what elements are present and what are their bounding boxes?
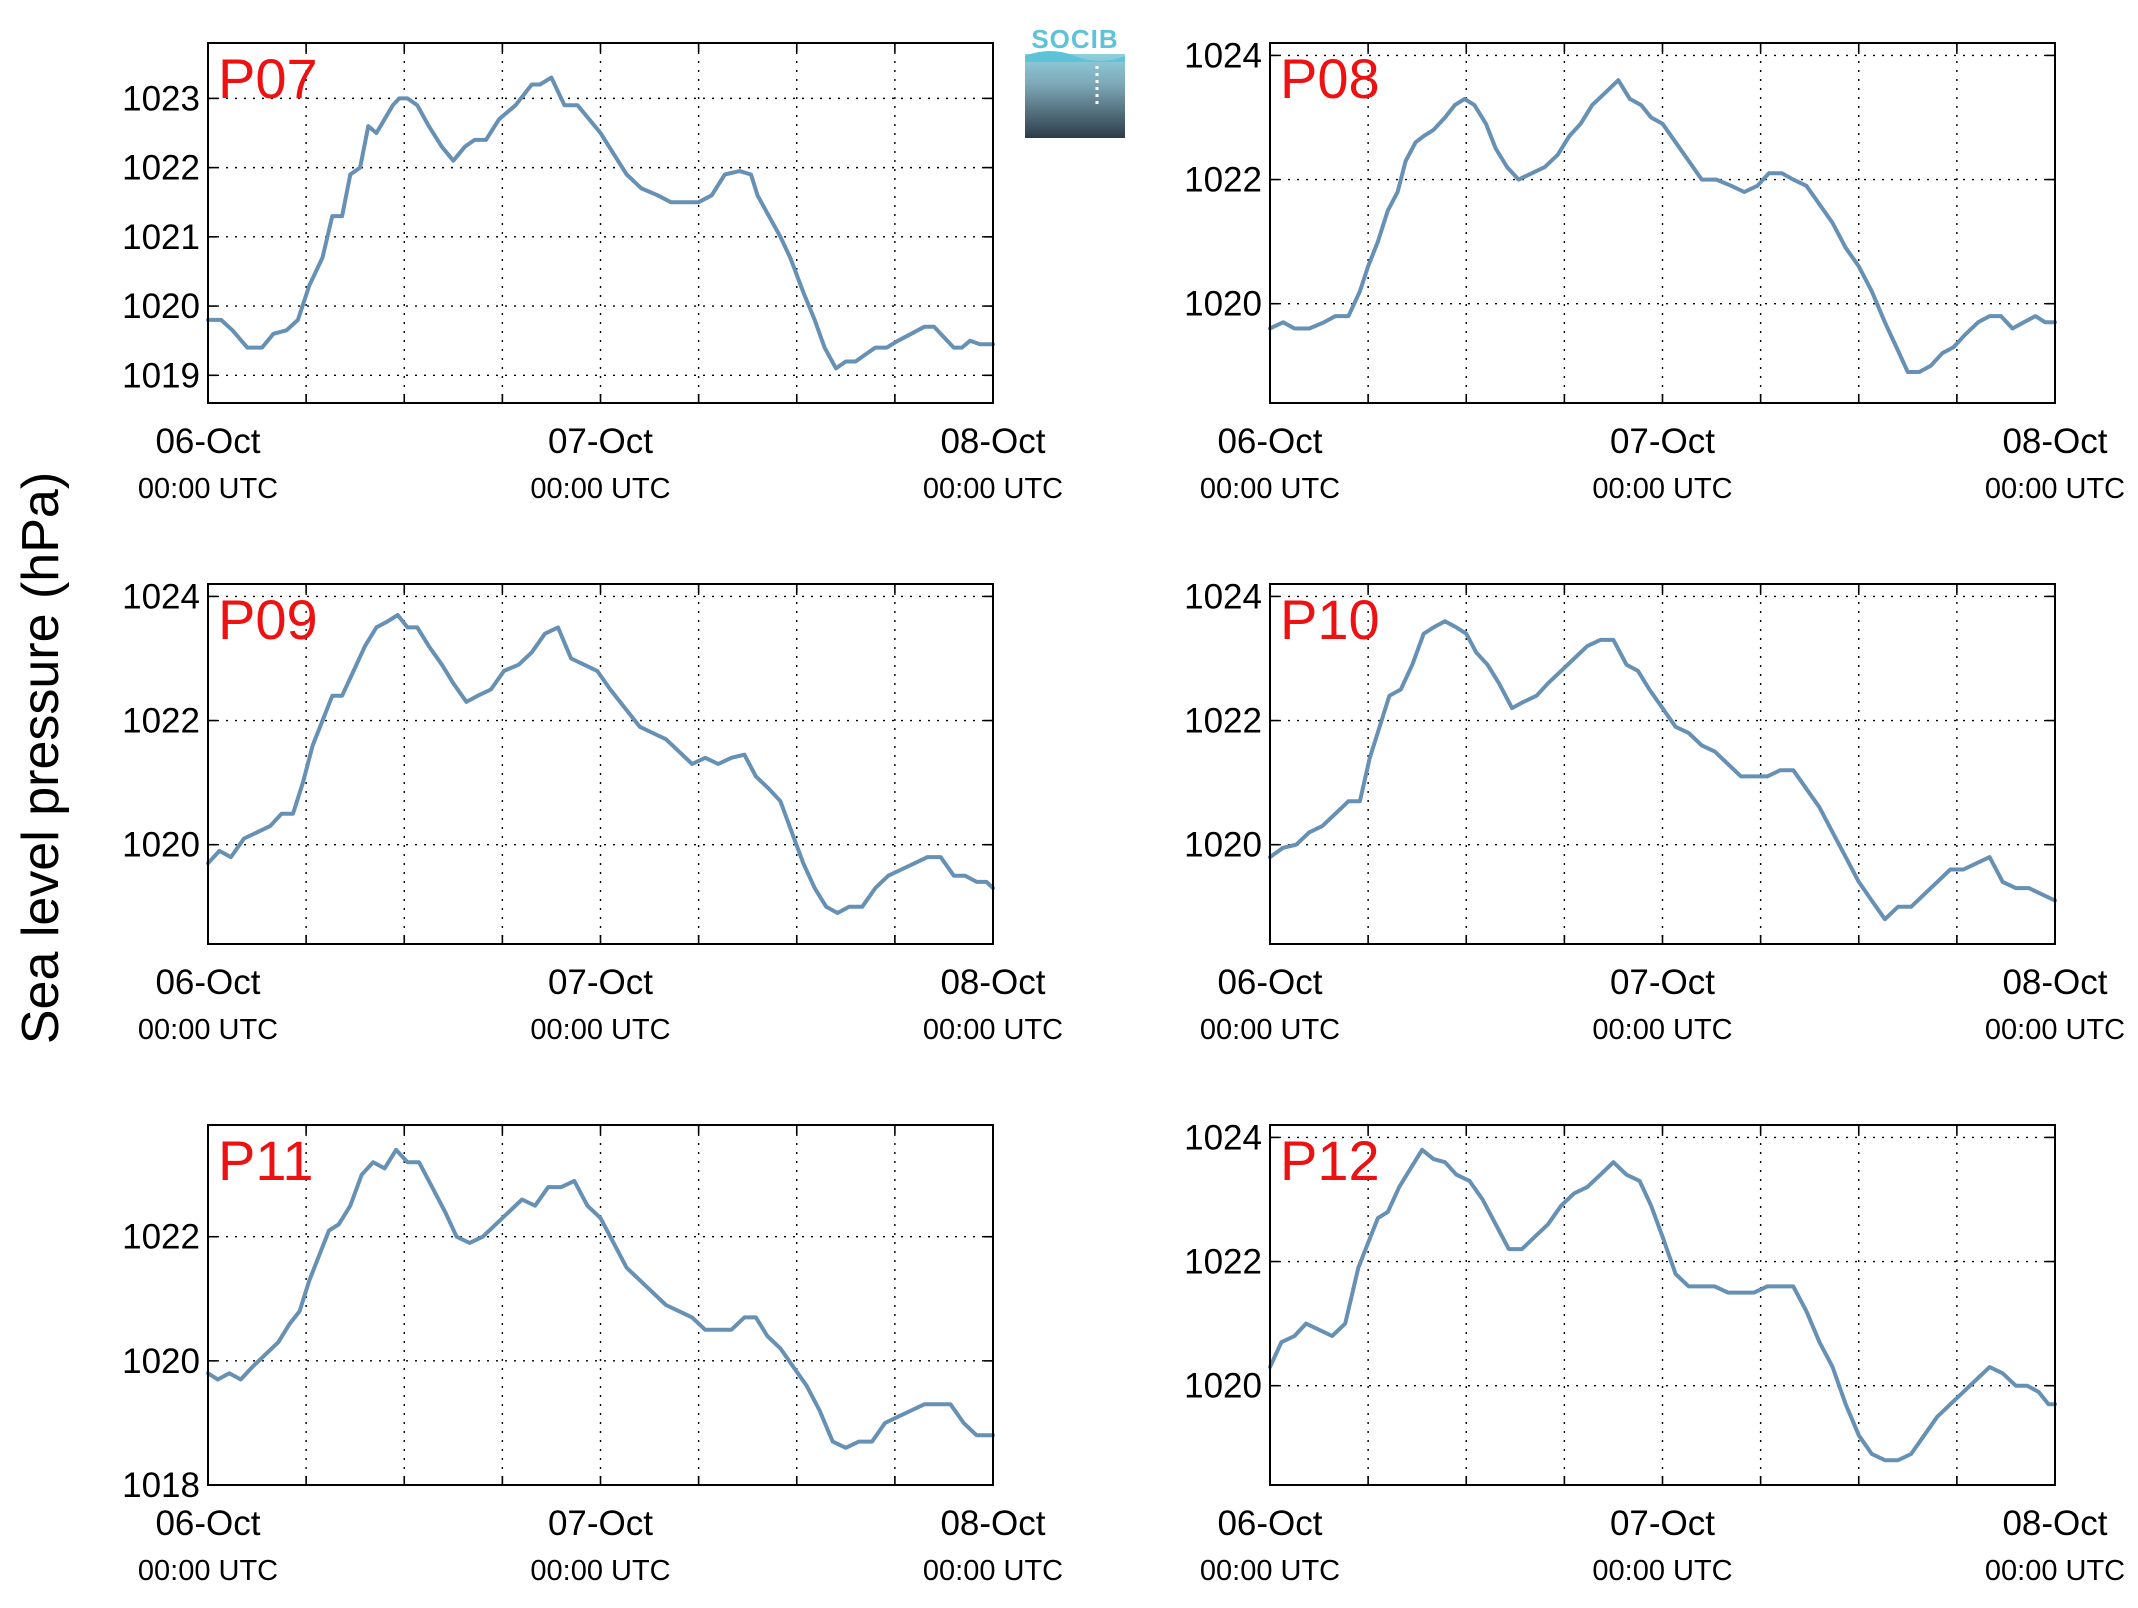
x-tick-time-label: 00:00 UTC xyxy=(1592,473,1732,505)
x-tick-date-label: 06-Oct xyxy=(155,963,260,1002)
y-tick-label: 1022 xyxy=(122,702,200,741)
x-tick-time-label: 00:00 UTC xyxy=(923,1555,1063,1587)
panel-label: P10 xyxy=(1280,588,1380,651)
x-tick-time-label: 00:00 UTC xyxy=(530,1014,670,1046)
x-tick-date-label: 08-Oct xyxy=(940,422,1045,461)
chart-panel-p10: 1020 1022 1024 06-Oct 00:00 UTC 07-Oct 00:00 U… xyxy=(1184,577,2125,1046)
logo-text: SOCIB xyxy=(1031,24,1118,54)
x-tick-date-label: 07-Oct xyxy=(1610,963,1715,1002)
x-tick-date-label: 07-Oct xyxy=(1610,422,1715,461)
x-tick-time-label: 00:00 UTC xyxy=(530,473,670,505)
y-tick-label: 1020 xyxy=(122,1342,200,1381)
chart-panel-p08: 1020 1022 1024 06-Oct 00:00 UTC 07-Oct 00:00 U… xyxy=(1184,36,2125,505)
panels: 1019 1020 1021 1022 1023 06-Oct 00:00 UTC 07-Oc… xyxy=(122,36,2125,1587)
logo-wave xyxy=(1025,51,1125,62)
x-tick-time-label: 00:00 UTC xyxy=(530,1555,670,1587)
y-tick-label: 1019 xyxy=(122,356,200,395)
plot-frame xyxy=(207,583,994,945)
y-tick-label: 1022 xyxy=(1184,702,1262,741)
series-line xyxy=(1268,619,2057,922)
panel-label: P07 xyxy=(218,47,318,110)
x-tick-time-label: 00:00 UTC xyxy=(1200,473,1340,505)
x-tick-time-label: 00:00 UTC xyxy=(1985,473,2125,505)
x-tick-time-label: 00:00 UTC xyxy=(923,1014,1063,1046)
x-tick-date-label: 07-Oct xyxy=(548,963,653,1002)
chart-panel-p11: 1018 1020 1022 06-Oct 00:00 UTC 07-Oct 00:00 U… xyxy=(122,1124,1063,1587)
plot-frame xyxy=(1269,1124,2056,1486)
y-tick-label: 1020 xyxy=(1184,285,1262,324)
plot-frame xyxy=(1269,42,2056,404)
x-tick-date-label: 06-Oct xyxy=(155,422,260,461)
x-tick-date-label: 07-Oct xyxy=(1610,1504,1715,1543)
x-tick-time-label: 00:00 UTC xyxy=(1592,1555,1732,1587)
x-tick-date-label: 06-Oct xyxy=(1217,422,1322,461)
panel-label: P12 xyxy=(1280,1129,1380,1192)
y-tick-label: 1023 xyxy=(122,79,200,118)
y-tick-label: 1022 xyxy=(122,149,200,188)
plot-frame xyxy=(1269,583,2056,945)
x-tick-date-label: 07-Oct xyxy=(548,1504,653,1543)
logo-panel xyxy=(1025,54,1125,138)
y-axis-label: Sea level pressure (hPa) xyxy=(12,472,70,1044)
x-tick-date-label: 07-Oct xyxy=(548,422,653,461)
y-tick-label: 1020 xyxy=(122,287,200,326)
plot-frame xyxy=(207,42,994,404)
x-tick-date-label: 06-Oct xyxy=(155,1504,260,1543)
x-tick-date-label: 08-Oct xyxy=(2002,422,2107,461)
plot-frame xyxy=(207,1124,994,1486)
y-tick-label: 1021 xyxy=(122,218,200,257)
series-line xyxy=(206,613,995,915)
y-tick-label: 1022 xyxy=(122,1218,200,1257)
y-tick-label: 1020 xyxy=(122,826,200,865)
x-tick-time-label: 00:00 UTC xyxy=(138,473,278,505)
panel-label: P08 xyxy=(1280,47,1380,110)
x-tick-time-label: 00:00 UTC xyxy=(1985,1555,2125,1587)
x-tick-date-label: 08-Oct xyxy=(940,1504,1045,1543)
series-line xyxy=(206,75,995,371)
y-tick-label: 1020 xyxy=(1184,1367,1262,1406)
y-tick-label: 1018 xyxy=(122,1466,200,1505)
y-tick-label: 1024 xyxy=(1184,1118,1262,1157)
y-tick-label: 1024 xyxy=(1184,577,1262,616)
x-tick-time-label: 00:00 UTC xyxy=(1592,1014,1732,1046)
x-tick-date-label: 08-Oct xyxy=(940,963,1045,1002)
x-tick-date-label: 08-Oct xyxy=(2002,963,2107,1002)
x-tick-time-label: 00:00 UTC xyxy=(1985,1014,2125,1046)
y-tick-label: 1022 xyxy=(1184,1243,1262,1282)
chart-panel-p09: 1020 1022 1024 06-Oct 00:00 UTC 07-Oct 00:00 U… xyxy=(122,577,1063,1046)
y-tick-label: 1022 xyxy=(1184,161,1262,200)
socib-logo: SOCIB xyxy=(1025,24,1125,138)
x-tick-time-label: 00:00 UTC xyxy=(1200,1555,1340,1587)
series-line xyxy=(1268,1147,2057,1463)
y-tick-label: 1024 xyxy=(122,577,200,616)
chart-panel-p07: 1019 1020 1021 1022 1023 06-Oct 00:00 UTC 07-Oc… xyxy=(122,42,1063,505)
x-tick-time-label: 00:00 UTC xyxy=(1200,1014,1340,1046)
x-tick-date-label: 08-Oct xyxy=(2002,1504,2107,1543)
x-tick-date-label: 06-Oct xyxy=(1217,963,1322,1002)
series-line xyxy=(206,1147,995,1450)
x-tick-time-label: 00:00 UTC xyxy=(923,473,1063,505)
panel-label: P11 xyxy=(218,1129,313,1192)
x-tick-date-label: 06-Oct xyxy=(1217,1504,1322,1543)
y-tick-label: 1020 xyxy=(1184,826,1262,865)
x-tick-time-label: 00:00 UTC xyxy=(138,1014,278,1046)
panel-label: P09 xyxy=(218,588,318,651)
y-tick-label: 1024 xyxy=(1184,36,1262,75)
x-tick-time-label: 00:00 UTC xyxy=(138,1555,278,1587)
chart-panel-p12: 1020 1022 1024 06-Oct 00:00 UTC 07-Oct 00:00 U… xyxy=(1184,1118,2125,1587)
series-line xyxy=(1268,78,2057,374)
